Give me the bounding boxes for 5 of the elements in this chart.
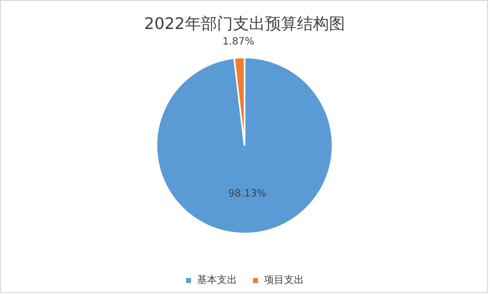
legend-label: 项目支出 xyxy=(264,274,304,287)
chart-title: 2022年部门支出预算结构图 xyxy=(144,14,345,33)
data-label: 1.87% xyxy=(222,36,254,48)
legend-label: 基本支出 xyxy=(197,274,237,287)
data-label: 98.13% xyxy=(228,188,266,200)
